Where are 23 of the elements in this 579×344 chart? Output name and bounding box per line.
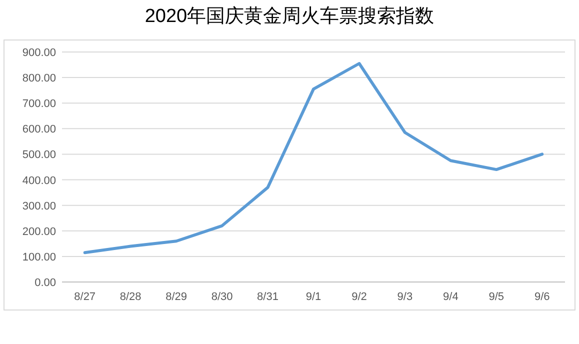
y-tick-label: 900.00 xyxy=(22,47,56,59)
x-tick-label: 8/31 xyxy=(257,291,278,303)
y-tick-label: 600.00 xyxy=(22,124,56,136)
x-tick-label: 9/1 xyxy=(306,291,322,303)
x-tick-label: 8/30 xyxy=(211,291,233,303)
y-tick-label: 700.00 xyxy=(22,98,56,110)
x-tick-label: 9/6 xyxy=(534,291,550,303)
x-tick-label: 9/4 xyxy=(443,291,458,303)
line-series xyxy=(83,62,544,254)
y-tick-label: 300.00 xyxy=(22,200,56,212)
chart-title: 2020年国庆黄金周火车票搜索指数 xyxy=(144,5,434,27)
y-tick-label: 800.00 xyxy=(22,72,56,85)
x-tick-label: 8/28 xyxy=(120,291,142,303)
y-tick-label: 0.00 xyxy=(34,277,56,289)
x-tick-label: 8/29 xyxy=(166,291,188,303)
y-tick-label: 100.00 xyxy=(22,251,56,264)
x-tick-label: 8/27 xyxy=(74,291,96,303)
x-tick-label: 9/2 xyxy=(352,291,367,303)
y-tick-label: 500.00 xyxy=(22,149,56,162)
x-tick-label: 9/5 xyxy=(488,291,504,303)
y-tick-label: 200.00 xyxy=(22,226,56,238)
x-tick-label: 9/3 xyxy=(397,291,413,303)
y-tick-label: 400.00 xyxy=(22,174,56,187)
